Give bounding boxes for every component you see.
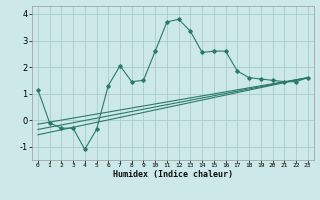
X-axis label: Humidex (Indice chaleur): Humidex (Indice chaleur)	[113, 170, 233, 179]
